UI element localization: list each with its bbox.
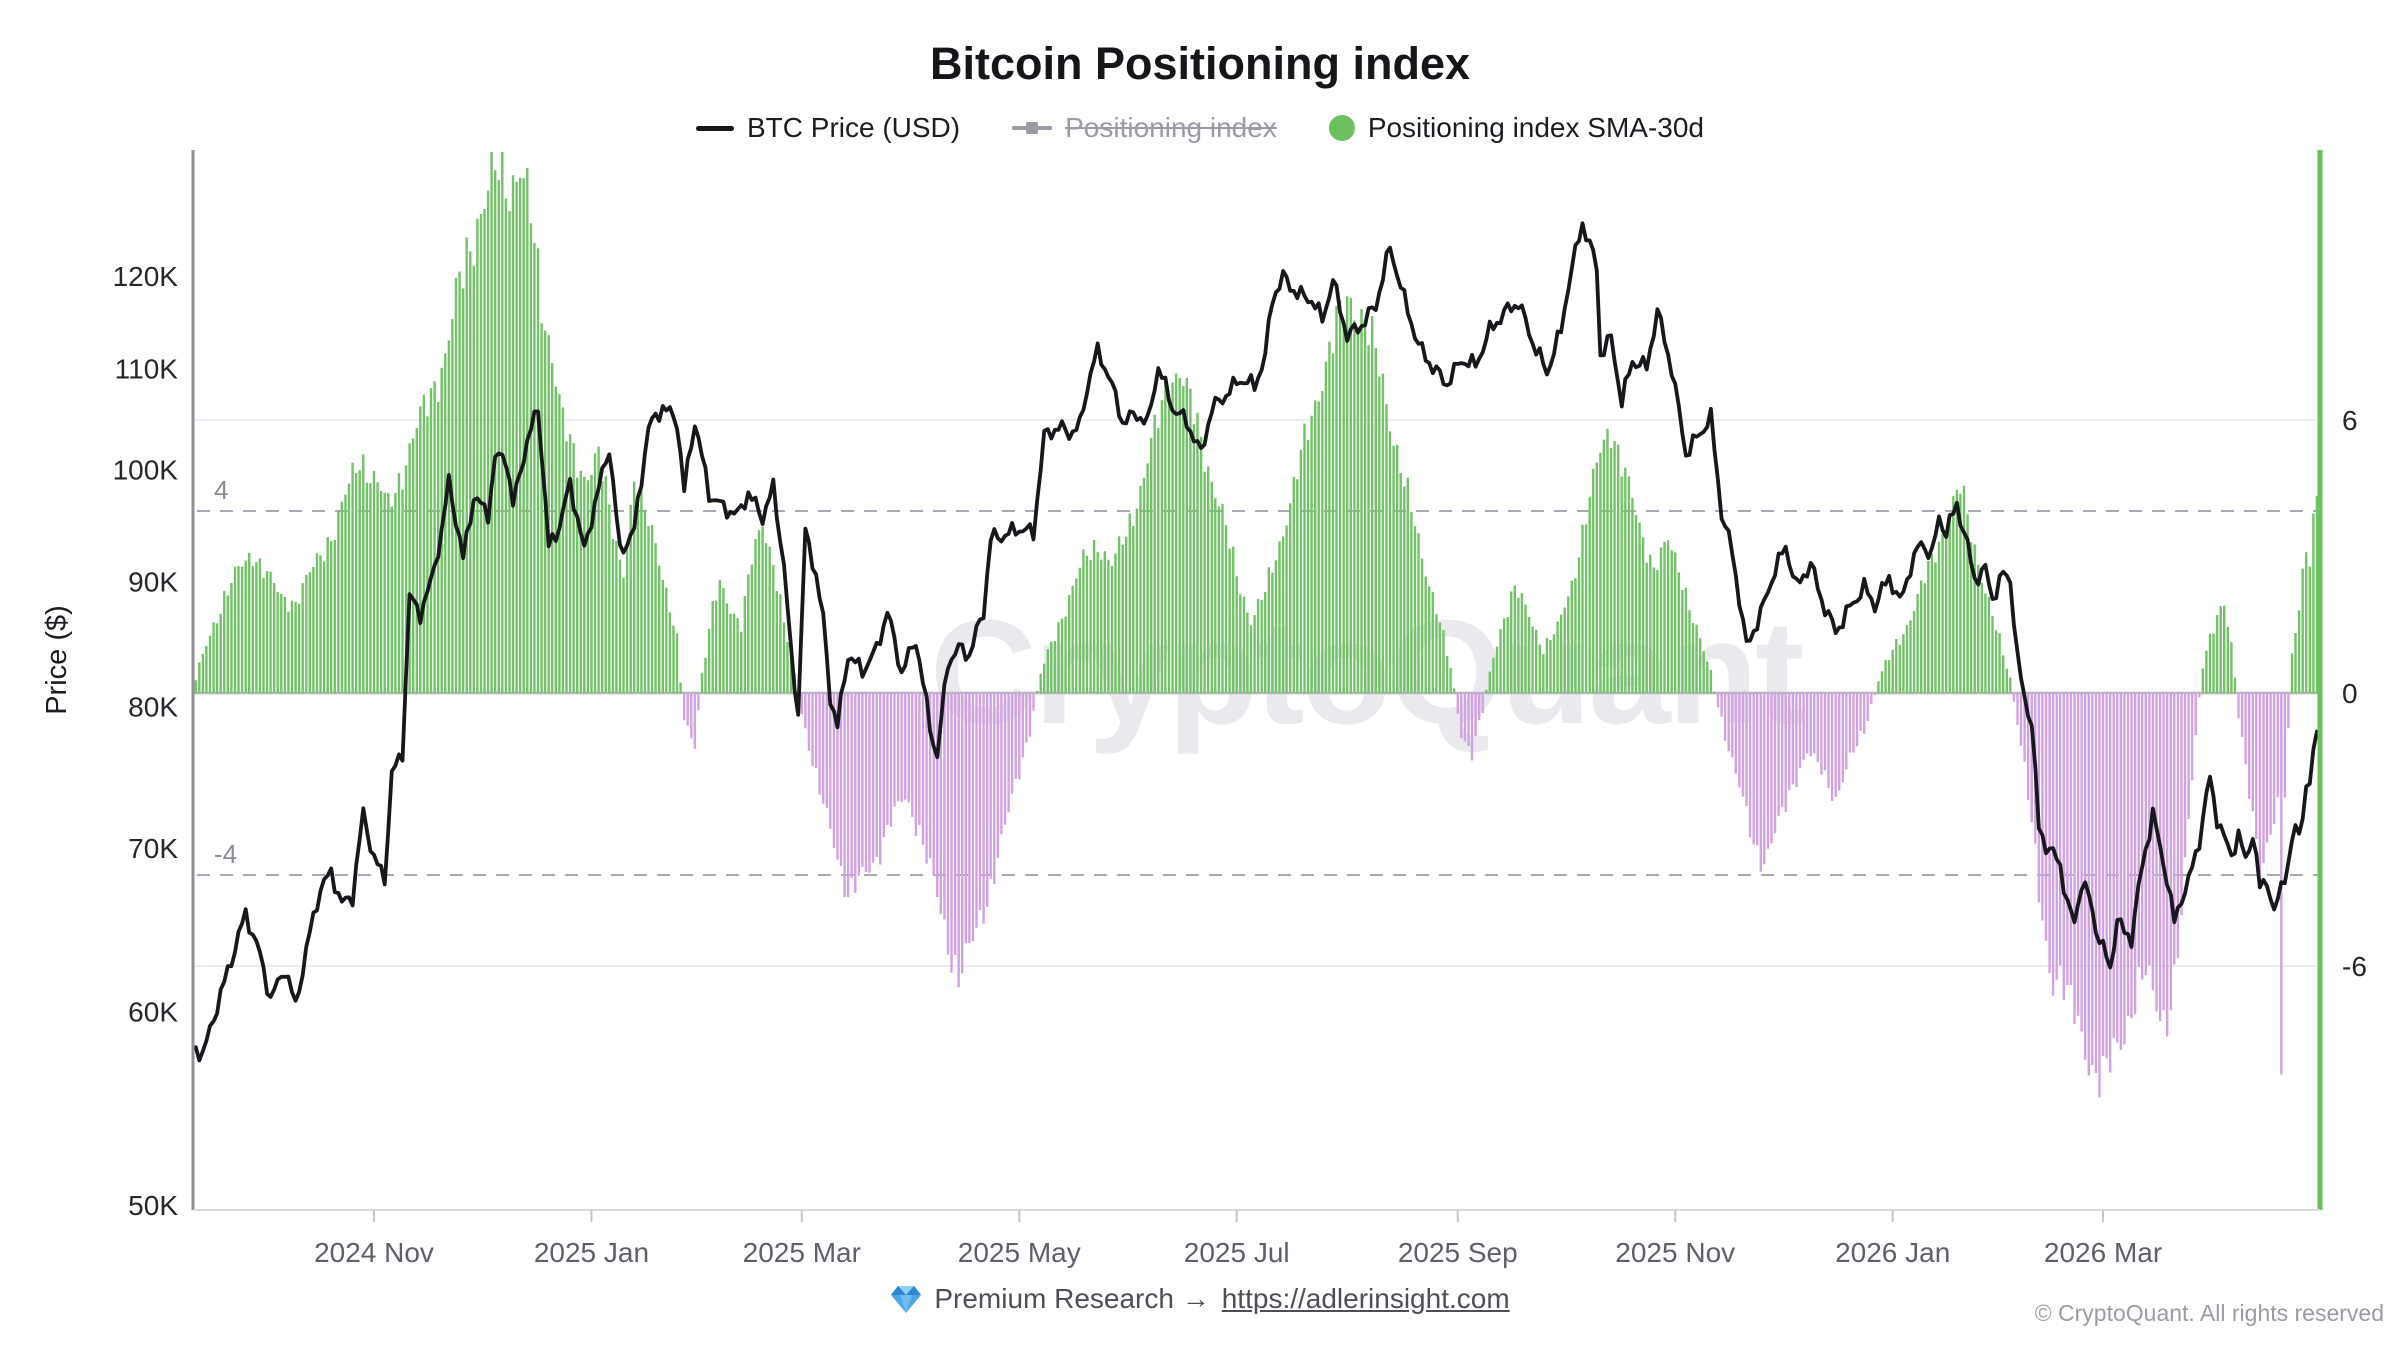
- legend: BTC Price (USD) Positioning index Positi…: [0, 112, 2400, 144]
- x-axis-tick-label: 2025 Jul: [1184, 1237, 1290, 1268]
- btc-price-line: [193, 221, 2319, 1063]
- right-axis-tick-label: -6: [2342, 951, 2367, 982]
- reference-line-label: 4: [214, 475, 228, 505]
- page-title: Bitcoin Positioning index: [930, 38, 1470, 89]
- left-axis-tick-label: 120K: [113, 261, 179, 292]
- legend-item-btc-price[interactable]: BTC Price (USD): [695, 112, 961, 144]
- footer: Premium Research → https://adlerinsight.…: [0, 1283, 2400, 1315]
- legend-item-positioning-index-sma[interactable]: Positioning index SMA-30d: [1328, 112, 1705, 144]
- positioning-index-sma-bars: [194, 152, 2319, 1098]
- x-axis-tick-label: 2025 Mar: [743, 1237, 861, 1268]
- left-axis-tick-label: 110K: [115, 353, 179, 384]
- legend-label: Positioning index SMA-30d: [1367, 112, 1705, 143]
- left-axis-tick-label: 70K: [128, 833, 178, 864]
- footer-link[interactable]: https://adlerinsight.com: [1221, 1283, 1510, 1314]
- x-axis-tick-label: 2025 Nov: [1615, 1237, 1735, 1268]
- legend-label: BTC Price (USD): [746, 112, 961, 143]
- x-axis-tick-label: 2024 Nov: [314, 1237, 434, 1268]
- copyright-text: © CryptoQuant. All rights reserved: [2034, 1300, 2384, 1326]
- square-line-marker-icon: [1012, 122, 1053, 134]
- left-axis-tick-label: 80K: [128, 691, 178, 722]
- footer-text: Premium Research →: [934, 1283, 1210, 1314]
- legend-item-positioning-index[interactable]: Positioning index: [1012, 112, 1277, 144]
- right-axis-tick-label: 0: [2342, 678, 2358, 709]
- right-axis-tick-label: 6: [2342, 405, 2358, 436]
- x-axis-tick-label: 2025 Jan: [534, 1237, 649, 1268]
- left-axis-tick-label: 50K: [128, 1190, 178, 1221]
- x-axis-tick-label: 2025 Sep: [1398, 1237, 1518, 1268]
- left-axis-tick-label: 100K: [113, 455, 179, 486]
- gem-icon: [891, 1286, 922, 1313]
- x-axis-tick-label: 2026 Jan: [1835, 1237, 1950, 1268]
- reference-line-label: -4: [214, 839, 237, 869]
- left-axis-title: Price ($): [41, 605, 73, 715]
- x-axis-tick-label: 2025 May: [958, 1237, 1081, 1268]
- line-marker-icon: [695, 125, 734, 131]
- left-axis-tick-label: 60K: [128, 997, 178, 1028]
- legend-label: Positioning index: [1065, 112, 1277, 143]
- circle-marker-icon: [1328, 115, 1355, 141]
- x-axis-tick-label: 2026 Mar: [2044, 1237, 2162, 1268]
- left-axis-tick-label: 90K: [128, 566, 178, 597]
